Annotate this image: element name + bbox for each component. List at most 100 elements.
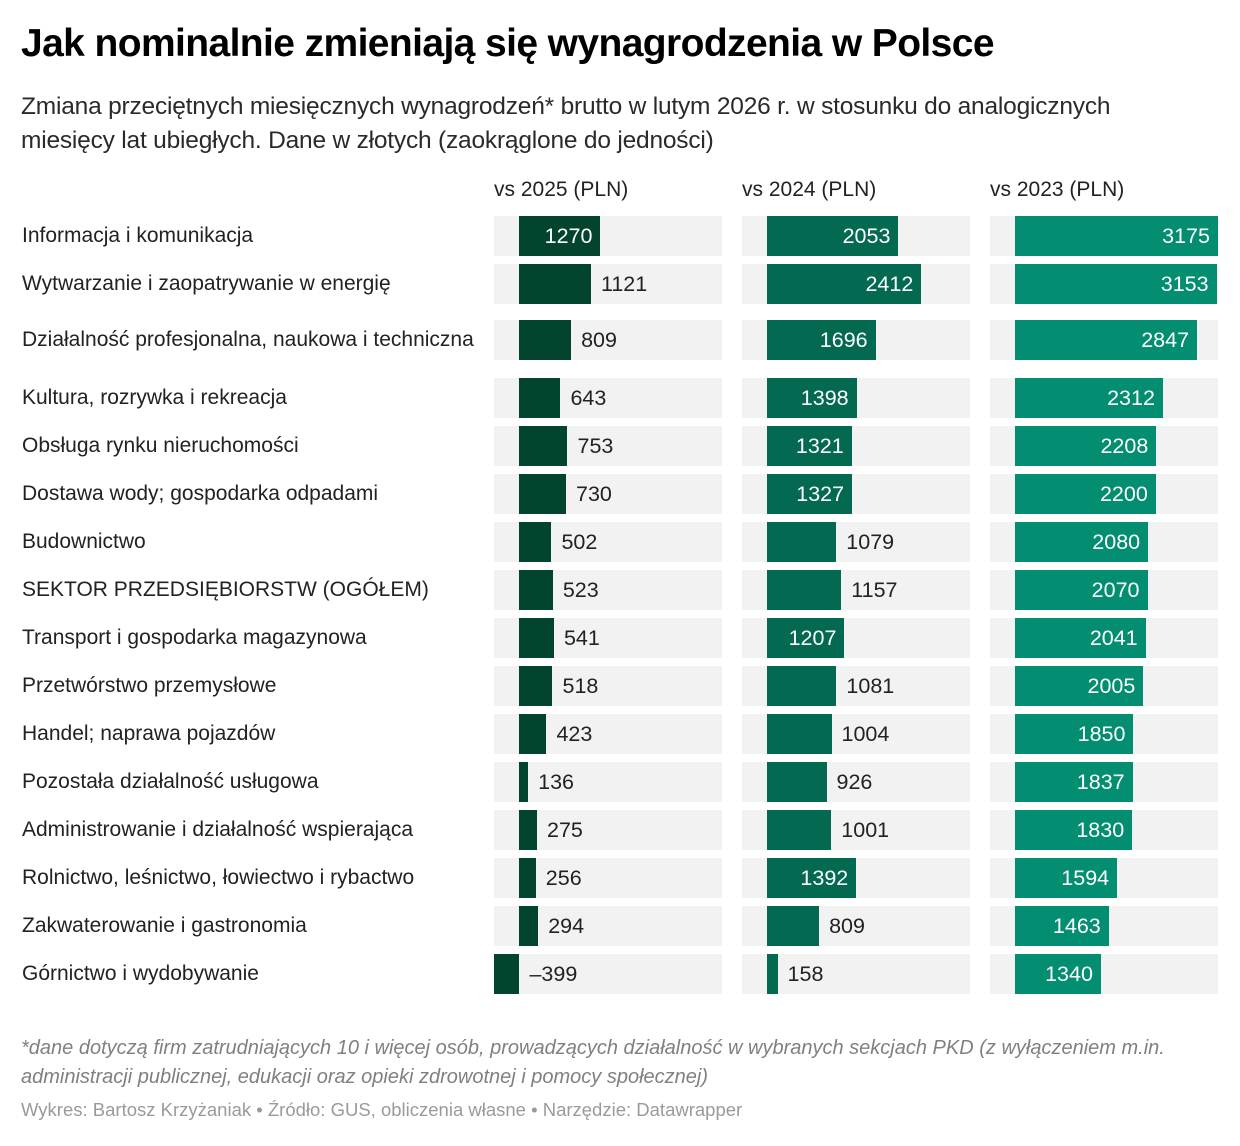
bar bbox=[1015, 426, 1157, 466]
value-label: 809 bbox=[829, 914, 865, 938]
value-label: 275 bbox=[546, 818, 583, 842]
bar bbox=[519, 858, 536, 898]
value-label: 1340 bbox=[1045, 962, 1093, 986]
bar-track: 1327 bbox=[742, 474, 970, 514]
bar-track: 502 bbox=[494, 522, 722, 562]
bar-track: 1837 bbox=[990, 762, 1218, 802]
row-label: Kultura, rozrywka i rekreacja bbox=[22, 386, 287, 409]
bar bbox=[767, 618, 845, 658]
value-label: 2005 bbox=[1087, 674, 1136, 698]
bar-track: 1157 bbox=[742, 570, 970, 610]
bar bbox=[1015, 216, 1218, 256]
bar-track: 2041 bbox=[990, 618, 1218, 658]
bar-track: 2312 bbox=[990, 378, 1218, 418]
bar-track: 2847 bbox=[990, 320, 1218, 360]
value-label: 730 bbox=[576, 482, 612, 506]
bar bbox=[767, 522, 837, 562]
bar bbox=[519, 426, 568, 466]
value-label: 1207 bbox=[788, 626, 837, 650]
value-label: 1837 bbox=[1076, 770, 1125, 794]
bar-track: 294 bbox=[494, 906, 722, 946]
bar-track: 1001 bbox=[742, 810, 970, 850]
value-label: 1121 bbox=[600, 272, 648, 296]
bar-track: 136 bbox=[494, 762, 722, 802]
value-label: 518 bbox=[562, 674, 599, 698]
bar bbox=[519, 216, 601, 256]
bar-track: 1121 bbox=[494, 264, 722, 304]
row-label: Handel; naprawa pojazdów bbox=[22, 722, 276, 745]
bar bbox=[519, 570, 553, 610]
bar-track: 753 bbox=[494, 426, 722, 466]
value-label: 1270 bbox=[544, 224, 593, 248]
row-label: Wytwarzanie i zaopatrywanie w energię bbox=[22, 272, 391, 295]
column-header: vs 2023 (PLN) bbox=[990, 178, 1125, 201]
value-label: 1594 bbox=[1061, 866, 1110, 890]
value-label: 423 bbox=[556, 722, 593, 746]
row-label: Dostawa wody; gospodarka odpadami bbox=[22, 482, 379, 505]
bar-track: 2053 bbox=[742, 216, 970, 256]
row-label: Budownictwo bbox=[22, 530, 146, 553]
bar-track: 2200 bbox=[990, 474, 1218, 514]
row-label: Obsługa rynku nieruchomości bbox=[22, 434, 299, 457]
bar-track: 1270 bbox=[494, 216, 722, 256]
bar-track: 1340 bbox=[990, 954, 1218, 994]
bar bbox=[1015, 264, 1217, 304]
value-label: 3153 bbox=[1160, 272, 1209, 296]
bar-track: 730 bbox=[494, 474, 722, 514]
bar-track: 1463 bbox=[990, 906, 1218, 946]
value-label: 1392 bbox=[800, 866, 849, 890]
bar-track: 523 bbox=[494, 570, 722, 610]
row-label: SEKTOR PRZEDSIĘBIORSTW (OGÓŁEM) bbox=[22, 578, 429, 601]
bar bbox=[767, 858, 857, 898]
bar bbox=[1015, 810, 1133, 850]
value-label: 541 bbox=[563, 626, 600, 650]
bar-track: 1392 bbox=[742, 858, 970, 898]
value-label: 1463 bbox=[1052, 914, 1101, 938]
value-label: 1327 bbox=[796, 482, 845, 506]
value-label: –399 bbox=[529, 962, 578, 986]
bar bbox=[1015, 378, 1163, 418]
bar bbox=[519, 810, 537, 850]
bar bbox=[767, 426, 852, 466]
bar bbox=[519, 264, 591, 304]
bar bbox=[767, 906, 820, 946]
bar bbox=[1015, 954, 1101, 994]
bar-track: 643 bbox=[494, 378, 722, 418]
row-label: Rolnictwo, leśnictwo, łowiectwo i rybact… bbox=[22, 866, 415, 889]
value-label: 2200 bbox=[1099, 482, 1148, 506]
bar bbox=[1015, 858, 1118, 898]
bar-track: 1696 bbox=[742, 320, 970, 360]
value-label: 158 bbox=[787, 962, 824, 986]
value-label: 294 bbox=[548, 914, 585, 938]
value-label: 523 bbox=[562, 578, 599, 602]
value-label: 136 bbox=[538, 770, 574, 794]
bar-track: 2070 bbox=[990, 570, 1218, 610]
chart-title: Jak nominalnie zmieniają się wynagrodzen… bbox=[21, 22, 995, 65]
row-label: Zakwaterowanie i gastronomia bbox=[22, 914, 307, 937]
value-label: 1830 bbox=[1076, 818, 1125, 842]
value-label: 926 bbox=[836, 770, 873, 794]
bar bbox=[519, 618, 554, 658]
bar bbox=[767, 810, 832, 850]
bar bbox=[767, 954, 778, 994]
bar-track: 1594 bbox=[990, 858, 1218, 898]
bar-track: 541 bbox=[494, 618, 722, 658]
bar-track: 3153 bbox=[990, 264, 1218, 304]
value-label: 1696 bbox=[819, 328, 868, 352]
bar-track: 809 bbox=[742, 906, 970, 946]
row-label: Administrowanie i działalność wspierając… bbox=[22, 818, 414, 841]
row-label: Przetwórstwo przemysłowe bbox=[22, 674, 277, 697]
bar-track: 1850 bbox=[990, 714, 1218, 754]
bar-track: 1081 bbox=[742, 666, 970, 706]
bar bbox=[1015, 474, 1156, 514]
bar bbox=[519, 906, 539, 946]
bar bbox=[1015, 522, 1149, 562]
bar-track: 256 bbox=[494, 858, 722, 898]
bar bbox=[767, 474, 853, 514]
bar-track: 423 bbox=[494, 714, 722, 754]
chart-subtitle: Zmiana przeciętnych miesięcznych wynagro… bbox=[21, 93, 1111, 154]
value-label: 1398 bbox=[800, 386, 849, 410]
bar-track: 518 bbox=[494, 666, 722, 706]
bar bbox=[519, 522, 552, 562]
bar bbox=[1015, 714, 1134, 754]
